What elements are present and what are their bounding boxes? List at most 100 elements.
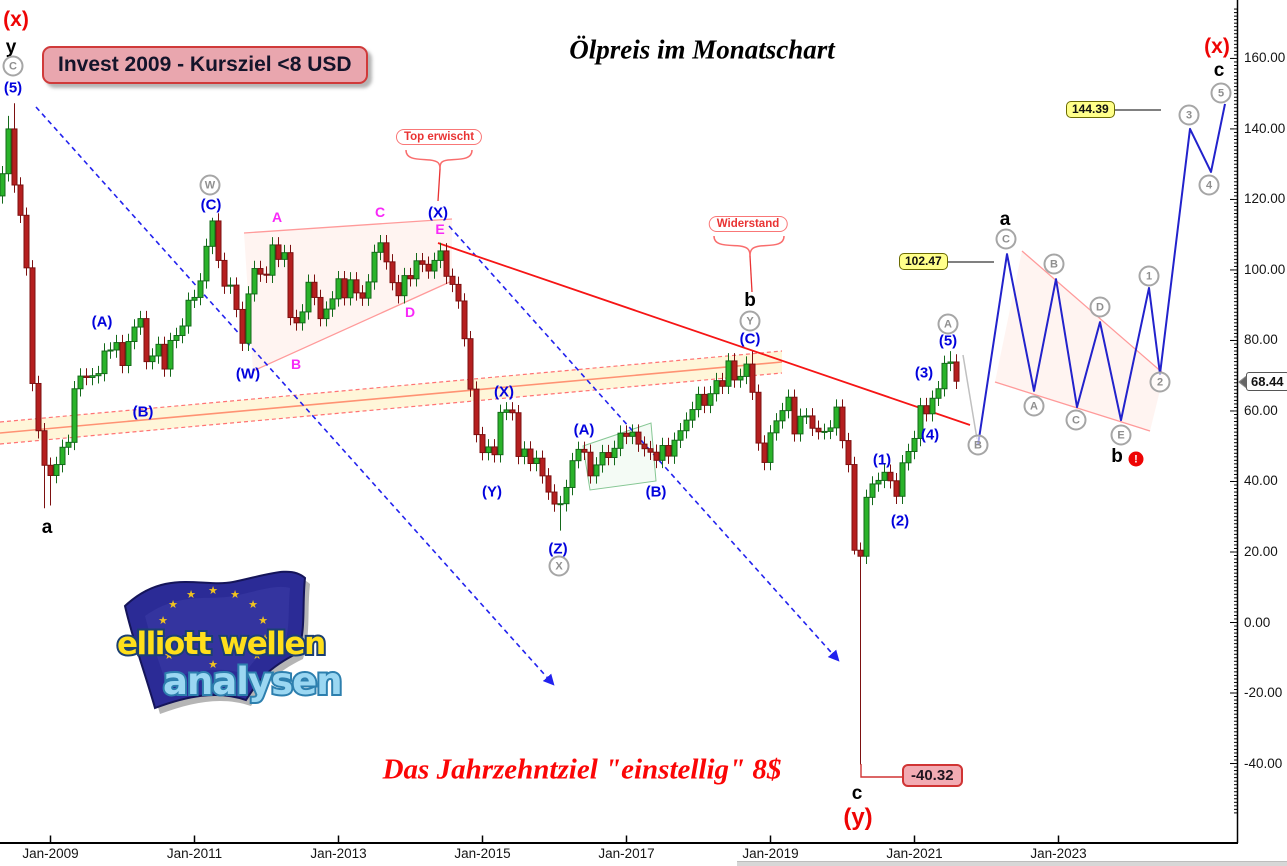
- candle: [527, 448, 534, 464]
- candle: [875, 479, 882, 485]
- candle: [911, 437, 918, 453]
- candle: [89, 375, 96, 378]
- candle: [917, 405, 924, 439]
- candle: [575, 448, 582, 462]
- candle: [941, 362, 948, 390]
- candle: [743, 363, 750, 377]
- candle: [365, 281, 372, 299]
- candle: [581, 448, 588, 453]
- svg-text:★: ★: [158, 614, 168, 627]
- candle: [521, 448, 528, 457]
- candle: [149, 355, 156, 363]
- candle: [407, 275, 414, 280]
- candle: [467, 338, 474, 390]
- callout-brace: [405, 149, 473, 202]
- candle: [827, 427, 834, 432]
- candle: [623, 432, 630, 437]
- neg-tag-connector: [860, 764, 902, 778]
- svg-text:★: ★: [208, 584, 218, 597]
- eu-flag-icon: ★ ★★ ★★★ ★★★ ★★★: [123, 570, 310, 714]
- elliott-wellen-logo: ★ ★★ ★★★ ★★★ ★★★ elliott wellen analysen: [115, 570, 345, 714]
- candle: [497, 411, 504, 456]
- candle: [491, 446, 498, 456]
- candle: [35, 382, 42, 432]
- candle: [311, 281, 318, 298]
- candle: [197, 280, 204, 298]
- candle: [899, 462, 906, 497]
- candle: [131, 326, 138, 343]
- candle: [617, 432, 624, 449]
- candle: [191, 296, 198, 301]
- candle: [239, 308, 246, 344]
- candle: [611, 447, 618, 459]
- candle: [665, 445, 672, 457]
- candle: [317, 296, 324, 320]
- candle: [209, 220, 216, 247]
- candle: [533, 457, 540, 464]
- candle: [293, 317, 300, 324]
- candle: [53, 464, 60, 476]
- candle: [785, 396, 792, 412]
- candle: [185, 299, 192, 327]
- candle: [473, 388, 480, 436]
- invest-callout-box: Invest 2009 - Kursziel <8 USD: [42, 46, 368, 84]
- candle: [0, 173, 6, 197]
- candle: [179, 325, 186, 337]
- candle: [863, 496, 870, 557]
- horizontal-scrollbar-fragment[interactable]: [737, 861, 1287, 866]
- candle: [767, 432, 774, 463]
- candle: [77, 375, 84, 390]
- candle: [125, 341, 132, 366]
- candle: [23, 214, 30, 269]
- callout-brace: [713, 235, 785, 293]
- candle: [605, 452, 612, 459]
- candle: [455, 283, 462, 302]
- candle: [671, 439, 678, 457]
- candle: [299, 311, 306, 324]
- price-target-102-tag: 102.47: [899, 253, 948, 270]
- candle: [323, 308, 330, 320]
- candle: [629, 431, 636, 437]
- candle: [791, 396, 798, 435]
- candle: [167, 339, 174, 370]
- candle: [803, 415, 810, 418]
- candle: [173, 335, 180, 341]
- candle: [257, 268, 264, 275]
- candle: [551, 491, 558, 505]
- page-title: Ölpreis im Monatschart: [569, 34, 835, 65]
- blue-dashed-trendline: [35, 106, 555, 686]
- candle: [461, 300, 468, 340]
- candle: [485, 446, 492, 454]
- candle: [233, 284, 240, 310]
- candle: [719, 380, 726, 387]
- candle: [65, 441, 72, 448]
- candles-series: [0, 103, 960, 765]
- candle: [401, 275, 408, 297]
- candle: [5, 128, 12, 175]
- candle: [275, 244, 282, 260]
- candle: [683, 419, 690, 432]
- candle: [701, 393, 708, 406]
- candle: [389, 261, 396, 284]
- candle: [263, 273, 270, 276]
- candle: [881, 471, 888, 481]
- candle: [11, 128, 18, 186]
- candle: [113, 342, 120, 351]
- candle: [569, 460, 576, 488]
- candle: [815, 427, 822, 433]
- candle: [509, 409, 516, 414]
- candle: [203, 245, 210, 282]
- svg-text:★: ★: [260, 632, 270, 645]
- orange-channel: [0, 350, 783, 445]
- logo-text-line1: elliott wellen: [117, 626, 325, 662]
- candle: [395, 282, 402, 297]
- price-target-144-tag: 144.39: [1066, 101, 1115, 118]
- candle: [515, 412, 522, 457]
- candle: [845, 440, 852, 466]
- gray-connector-line: [962, 354, 978, 440]
- candle: [647, 448, 654, 453]
- svg-text:★: ★: [186, 588, 196, 601]
- candle: [857, 549, 864, 557]
